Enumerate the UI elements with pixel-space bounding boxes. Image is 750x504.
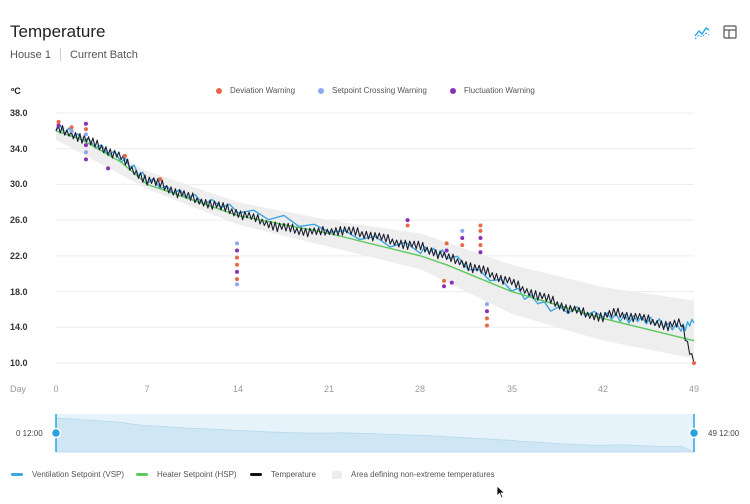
dot-icon [318, 87, 324, 94]
navigator-end-handle[interactable] [688, 427, 700, 439]
dot-icon [216, 87, 222, 94]
warning-marker [478, 250, 483, 255]
warning-marker [83, 127, 88, 132]
warning-marker [234, 277, 239, 282]
warning-marker [478, 236, 483, 240]
legend-temperature[interactable]: Temperature [250, 470, 316, 479]
crumb-divider [59, 48, 61, 61]
x-tick-label: 0 [53, 384, 59, 394]
warning-marker [442, 284, 447, 289]
line-swatch-icon [136, 473, 148, 476]
crumb-house[interactable]: House 1 [10, 48, 51, 61]
warning-marker [83, 121, 88, 126]
x-tick-label: 7 [144, 384, 150, 394]
legend-deviation-warning[interactable]: Deviation Warning [216, 86, 295, 95]
warning-marker [234, 269, 239, 274]
navigator-end-label: 49 12:00 [708, 429, 740, 438]
navigator-start-label: 0 12:00 [16, 429, 43, 438]
x-tick-label: 49 [688, 384, 700, 394]
legend-non-extreme-area[interactable]: Area defining non-extreme temperatures [332, 470, 495, 479]
y-tick-label: 26.0 [10, 215, 28, 225]
warning-marker [405, 218, 410, 223]
y-tick-label: 18.0 [10, 287, 28, 297]
warning-marker [234, 282, 239, 287]
warning-marker [460, 228, 465, 233]
crumb-batch[interactable]: Current Batch [69, 48, 138, 61]
warning-marker [484, 302, 489, 307]
page-title: Temperature [10, 22, 106, 41]
temperature-chart[interactable] [0, 0, 750, 400]
warning-marker [56, 119, 61, 124]
legend-setpoint-crossing-warning[interactable]: Setpoint Crossing Warning [318, 86, 427, 95]
line-swatch-icon [250, 473, 262, 476]
warning-marker [234, 248, 239, 253]
warning-marker [478, 243, 483, 248]
warning-marker [123, 153, 128, 158]
x-tick-label: 14 [232, 384, 244, 394]
legend-ventilation-setpoint[interactable]: Ventilation Setpoint (VSP) [11, 470, 124, 479]
warning-marker [69, 128, 74, 133]
table-icon[interactable] [722, 24, 738, 40]
ventilation-setpoint-line [55, 124, 695, 332]
warning-marker [444, 241, 449, 246]
warning-marker [449, 280, 454, 285]
warning-marker [234, 241, 239, 246]
warning-marker [234, 262, 239, 267]
warning-marker [442, 278, 447, 283]
mouse-cursor-icon [496, 485, 506, 504]
warning-marker [484, 323, 489, 328]
warning-marker [83, 157, 88, 162]
line-swatch-icon [11, 473, 23, 476]
y-axis-unit: ºC [11, 86, 21, 96]
warning-marker [478, 223, 483, 228]
warning-marker [460, 236, 465, 240]
y-tick-label: 34.0 [10, 144, 28, 154]
warning-marker [56, 123, 61, 128]
warning-marker [158, 177, 163, 182]
warning-marker [692, 361, 696, 365]
y-tick-label: 22.0 [10, 251, 28, 261]
navigator-area [55, 417, 695, 453]
warning-marker [106, 166, 111, 171]
warning-marker [83, 150, 88, 155]
warning-marker [478, 228, 483, 233]
breadcrumb: House 1 Current Batch [10, 48, 138, 61]
area-swatch-icon [332, 470, 342, 479]
range-navigator[interactable] [0, 410, 750, 460]
warning-marker [460, 243, 465, 248]
warning-marker [484, 316, 489, 321]
y-tick-label: 38.0 [10, 108, 28, 118]
temperature-line [55, 124, 695, 364]
navigator-start-handle[interactable] [50, 427, 62, 439]
y-tick-label: 10.0 [10, 358, 28, 368]
x-tick-label: 21 [323, 384, 335, 394]
legend-fluctuation-warning[interactable]: Fluctuation Warning [450, 86, 535, 95]
y-tick-label: 14.0 [10, 322, 28, 332]
warning-marker [69, 125, 74, 130]
x-tick-label: 28 [414, 384, 426, 394]
warning-marker [405, 223, 410, 228]
warning-marker [234, 255, 239, 260]
legend-heater-setpoint[interactable]: Heater Setpoint (HSP) [136, 470, 237, 479]
x-tick-label: 42 [597, 384, 609, 394]
line-chart-icon[interactable] [694, 24, 710, 40]
warning-marker [484, 309, 489, 314]
x-axis-label: Day [10, 384, 27, 394]
x-tick-label: 35 [506, 384, 518, 394]
non-extreme-area [56, 121, 694, 359]
warning-marker [444, 248, 449, 253]
y-tick-label: 30.0 [10, 179, 28, 189]
warning-marker [83, 132, 88, 137]
warning-marker [83, 143, 88, 148]
dot-icon [450, 87, 456, 94]
